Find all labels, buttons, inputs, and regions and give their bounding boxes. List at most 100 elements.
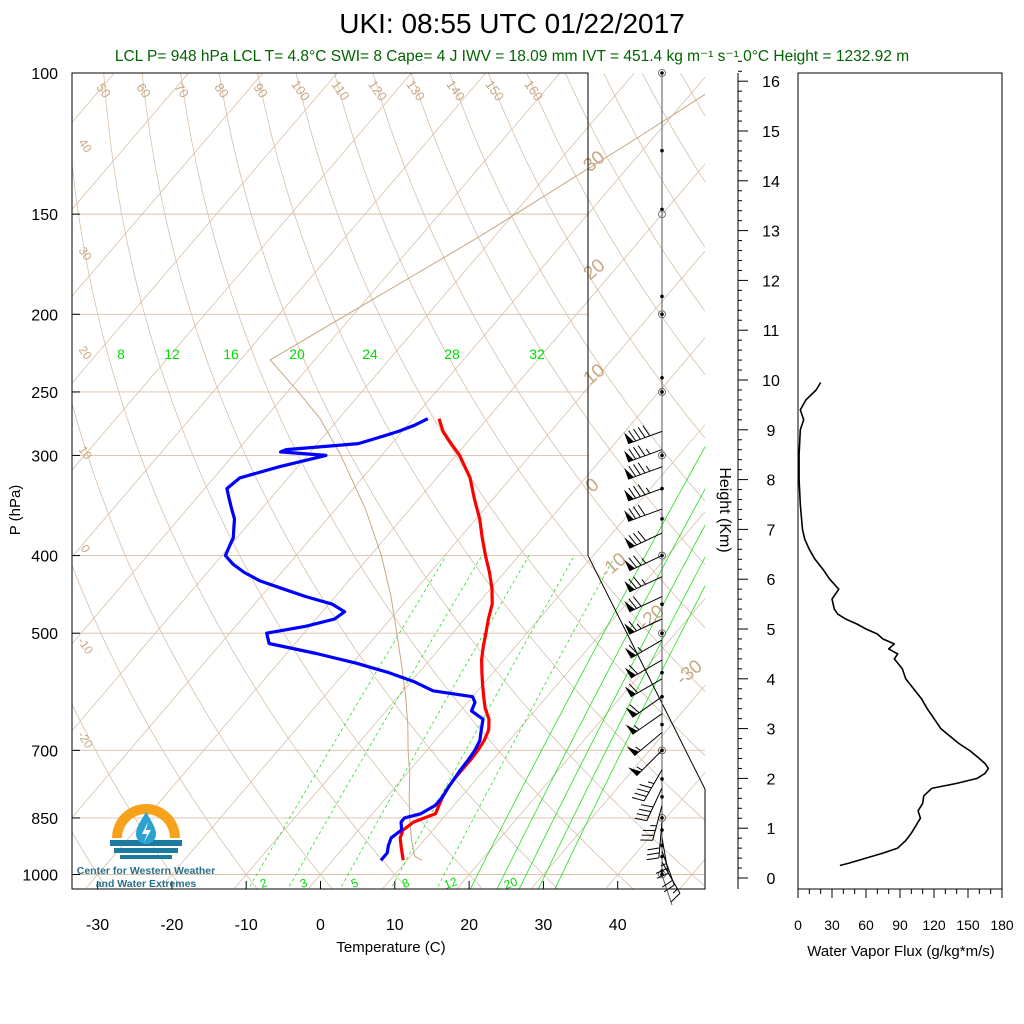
dry-adiabat-line (218, 73, 705, 887)
dry-adiabat-line (487, 73, 705, 439)
wind-level-dot (660, 71, 664, 75)
dry-adiabat-label: 70 (171, 80, 192, 100)
wind-barb (624, 530, 663, 549)
dry-adiabat-label: 160 (521, 77, 546, 103)
height-tick-label: 4 (767, 672, 776, 689)
x-tick-label: -20 (160, 917, 183, 934)
dry-adiabat-label: 50 (93, 80, 114, 100)
x-tick-label: 20 (460, 917, 478, 934)
isotherm-line (72, 73, 635, 732)
dry-adiabat-line (180, 73, 634, 889)
dry-adiabat-label: 120 (365, 77, 390, 103)
mixing-ratio-line (469, 446, 705, 889)
height-tick-label: 9 (767, 423, 776, 440)
height-tick-label: 16 (762, 74, 780, 91)
y-tick-label: 1000 (22, 868, 58, 885)
wind-barb (640, 805, 663, 841)
wind-calm-circle (658, 69, 666, 77)
wind-level-dot (660, 777, 664, 781)
flux-profile (798, 382, 990, 867)
wind-calm-circle (658, 629, 666, 638)
height-tick-label: 2 (767, 771, 776, 788)
isotherm-label: -30 (672, 656, 707, 690)
wind-calm-circle (658, 746, 666, 755)
y-tick-label: 200 (31, 307, 58, 324)
height-tick-label: 11 (763, 323, 780, 340)
dewpoint-profile (223, 417, 485, 862)
x-tick-label: -10 (235, 917, 258, 934)
isotherm-line (752, 73, 1024, 892)
mixing-ratio-label: 12 (442, 874, 460, 892)
wind-barb (624, 504, 663, 522)
wind-level-dot (660, 390, 664, 394)
dry-adiabat-label: 60 (133, 80, 154, 100)
height-tick-label: 13 (762, 224, 780, 241)
dry-adiabat-line (257, 73, 705, 821)
wind-barb (624, 484, 663, 502)
wind-level-dot (660, 722, 664, 727)
dry-adiabat-line (72, 160, 409, 889)
y-tick-label: 250 (31, 385, 58, 402)
isotherm-line (72, 73, 189, 210)
dry-adiabat-line (141, 73, 559, 889)
wind-barb (628, 749, 663, 777)
wind-barb (624, 659, 663, 679)
height-tick-label: 15 (762, 124, 780, 141)
wind-level-dot (660, 854, 664, 859)
y-tick-label: 850 (31, 811, 58, 828)
isotherm-line (530, 684, 705, 889)
height-tick-label: 10 (762, 373, 780, 390)
isotherm-line (72, 73, 487, 558)
dry-adiabat-line (410, 73, 705, 565)
dry-adiabat-line (72, 402, 333, 889)
wind-barb (646, 821, 663, 861)
isotherm-label: -20 (75, 729, 97, 752)
wind-level-dot (660, 631, 664, 636)
mixing-ratio-line (537, 556, 705, 889)
dry-adiabat-line (72, 831, 108, 889)
temperature-profile (398, 418, 494, 861)
mixing-ratio-label: 32 (529, 346, 545, 362)
x-tick-label: -30 (86, 917, 109, 934)
dry-adiabat-label: 140 (443, 77, 468, 103)
wind-barb (624, 618, 663, 635)
dry-adiabat-line (372, 73, 705, 629)
mixing-ratio-label: 20 (502, 874, 520, 892)
parcel-path (269, 93, 705, 861)
mixing-ratio-label: 12 (164, 346, 180, 362)
mixing-ratio-line (287, 555, 483, 889)
isotherm-line (72, 73, 561, 645)
cw3e-logo (110, 804, 182, 859)
mixing-ratio-label: 24 (362, 346, 378, 362)
y-tick-label: 400 (31, 549, 58, 566)
height-tick-label: 14 (762, 174, 780, 191)
isotherm-label: 30 (580, 147, 610, 177)
dry-adiabat-label: 150 (482, 77, 507, 103)
wind-barb (624, 576, 663, 593)
height-axis-label: Height (Km) (716, 467, 733, 552)
wind-calm-circle (658, 451, 666, 460)
isotherm-label: -10 (75, 635, 97, 658)
dry-adiabat-line (334, 73, 705, 692)
isotherm-label: 0 (78, 542, 93, 556)
flux-tick-label: 0 (794, 917, 802, 933)
height-tick-label: 12 (762, 273, 780, 290)
wind-level-dot (660, 670, 664, 675)
height-tick-label: 8 (767, 473, 776, 490)
chart-title: UKI: 08:55 UTC 01/22/2017 (339, 8, 685, 39)
mixing-ratio-line (554, 585, 705, 889)
mixing-ratio-label: 20 (289, 346, 305, 362)
y-tick-label: 700 (31, 743, 58, 760)
x-tick-label: 10 (386, 917, 404, 934)
wind-level-dot (660, 312, 664, 317)
wind-calm-circle (658, 388, 666, 396)
flux-tick-label: 90 (892, 917, 908, 933)
y-tick-label: 500 (31, 626, 58, 643)
isotherm-label: 0 (582, 474, 604, 497)
plot-frame (71, 72, 706, 890)
isotherm-line (159, 250, 705, 889)
dry-adiabat-label: 130 (403, 77, 428, 103)
isotherm-line (307, 424, 705, 889)
